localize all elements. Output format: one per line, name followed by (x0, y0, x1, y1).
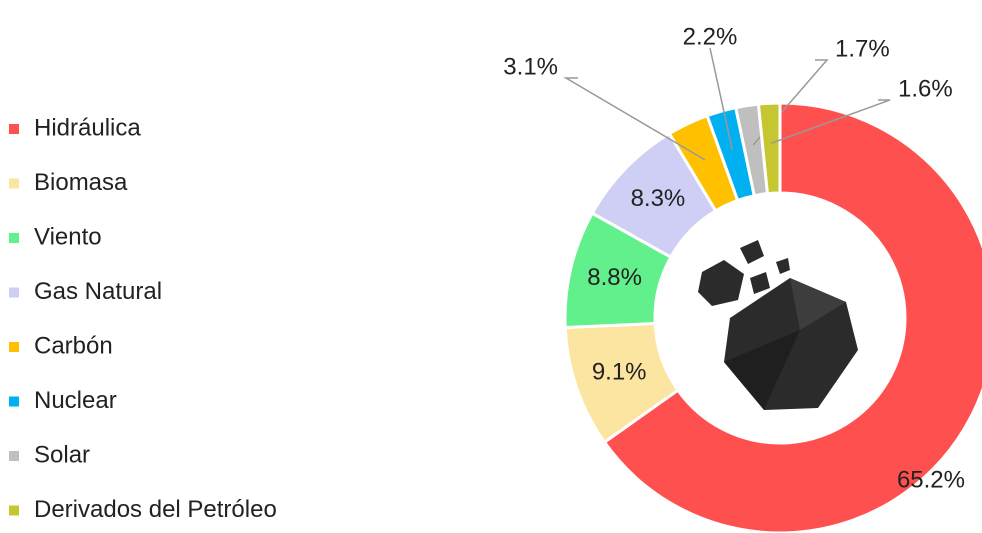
legend: Hidráulica Biomasa Viento Gas Natural Carbón… (9, 114, 277, 523)
legend-label: Derivados del Petróleo (34, 496, 277, 523)
legend-swatch (9, 342, 19, 352)
data-label: 1.6% (898, 75, 953, 102)
legend-swatch (9, 451, 19, 461)
legend-label: Carbón (34, 332, 113, 359)
donut-slice (602, 101, 982, 533)
legend-label: Viento (34, 223, 102, 250)
legend-swatch (9, 287, 19, 298)
legend-swatch (9, 233, 19, 243)
data-label: 3.1% (503, 53, 558, 80)
data-label: 8.3% (631, 185, 686, 212)
data-label: 1.7% (835, 35, 890, 62)
data-label: 8.8% (587, 264, 642, 291)
legend-swatch (9, 124, 19, 134)
donut: 65.2% 9.1% 8.8% 8.3% 3.1% 2.2% 1.7% 1.6% (503, 23, 982, 533)
legend-label: Biomasa (34, 169, 128, 196)
leader-line (709, 47, 733, 150)
legend-label: Nuclear (34, 387, 117, 414)
legend-swatch (9, 178, 19, 189)
leader-line (563, 77, 706, 161)
legend-label: Gas Natural (34, 278, 162, 305)
data-label: 9.1% (592, 358, 647, 385)
data-label: 65.2% (897, 466, 965, 493)
legend-label: Hidráulica (34, 114, 141, 141)
legend-swatch (9, 396, 19, 407)
legend-swatch (9, 505, 19, 516)
legend-label: Solar (34, 441, 90, 468)
donut-slice (756, 101, 782, 196)
leader-line (770, 99, 891, 144)
data-label: 2.2% (683, 23, 738, 50)
coal-icon (698, 240, 858, 410)
